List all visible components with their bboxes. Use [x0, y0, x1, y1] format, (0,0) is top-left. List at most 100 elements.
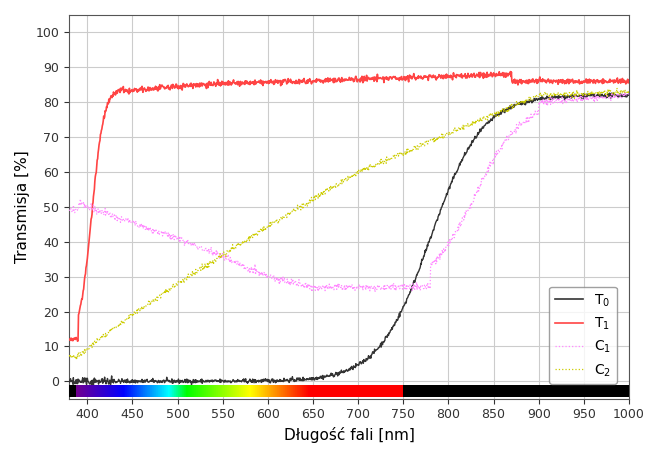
Bar: [239, 385, 240, 397]
Bar: [267, 385, 268, 397]
Bar: [396, 385, 397, 397]
Bar: [209, 385, 210, 397]
Bar: [215, 385, 216, 397]
Bar: [83, 385, 84, 397]
Bar: [393, 385, 394, 397]
Bar: [279, 385, 280, 397]
Bar: [327, 385, 328, 397]
Bar: [329, 385, 331, 397]
Bar: [144, 385, 145, 397]
Bar: [216, 385, 217, 397]
Bar: [192, 385, 193, 397]
Bar: [353, 385, 354, 397]
Bar: [374, 385, 375, 397]
Bar: [385, 385, 386, 397]
Bar: [241, 385, 242, 397]
Bar: [283, 385, 284, 397]
Bar: [237, 385, 238, 397]
Bar: [85, 385, 86, 397]
Bar: [307, 385, 308, 397]
Bar: [354, 385, 355, 397]
Bar: [101, 385, 102, 397]
Bar: [184, 385, 185, 397]
Bar: [289, 385, 290, 397]
Bar: [173, 385, 174, 397]
Bar: [373, 385, 374, 397]
Bar: [224, 385, 225, 397]
Bar: [319, 385, 320, 397]
Bar: [189, 385, 190, 397]
Bar: [185, 385, 186, 397]
Bar: [217, 385, 218, 397]
Bar: [155, 385, 156, 397]
Bar: [219, 385, 220, 397]
Bar: [259, 385, 260, 397]
Bar: [302, 385, 303, 397]
Bar: [255, 385, 256, 397]
Bar: [81, 385, 82, 397]
Bar: [74, 385, 75, 397]
Bar: [147, 385, 148, 397]
Bar: [124, 385, 125, 397]
Bar: [105, 385, 106, 397]
Bar: [328, 385, 329, 397]
Bar: [331, 385, 332, 397]
Bar: [142, 385, 143, 397]
Bar: [359, 385, 360, 397]
Bar: [202, 385, 203, 397]
Bar: [296, 385, 297, 397]
Bar: [360, 385, 361, 397]
Bar: [165, 385, 166, 397]
Bar: [186, 385, 187, 397]
Bar: [108, 385, 109, 397]
Bar: [206, 385, 207, 397]
Bar: [380, 385, 381, 397]
Bar: [136, 385, 137, 397]
Bar: [350, 385, 351, 397]
Bar: [139, 385, 140, 397]
Bar: [143, 385, 144, 397]
Bar: [182, 385, 183, 397]
Bar: [210, 385, 211, 397]
Bar: [372, 385, 374, 397]
Bar: [100, 385, 101, 397]
Bar: [221, 385, 222, 397]
X-axis label: Długość fali [nm]: Długość fali [nm]: [284, 427, 414, 443]
Bar: [309, 385, 310, 397]
Bar: [316, 385, 317, 397]
Bar: [294, 385, 295, 397]
Bar: [109, 385, 110, 397]
Bar: [133, 385, 134, 397]
Bar: [272, 385, 273, 397]
Bar: [163, 385, 164, 397]
Bar: [263, 385, 264, 397]
Bar: [323, 385, 324, 397]
Bar: [103, 385, 104, 397]
Bar: [233, 385, 234, 397]
Bar: [128, 385, 129, 397]
Bar: [95, 385, 96, 397]
Bar: [135, 385, 136, 397]
Bar: [349, 385, 350, 397]
Bar: [313, 385, 314, 397]
Bar: [129, 385, 130, 397]
Bar: [274, 385, 275, 397]
Bar: [72, 385, 73, 397]
Legend: T$_0$, T$_1$, C$_1$, C$_2$: T$_0$, T$_1$, C$_1$, C$_2$: [549, 287, 616, 384]
Bar: [149, 385, 150, 397]
Bar: [271, 385, 272, 397]
Bar: [161, 385, 162, 397]
Bar: [326, 385, 327, 397]
Bar: [158, 385, 159, 397]
Bar: [118, 385, 119, 397]
Bar: [280, 385, 281, 397]
Bar: [174, 385, 175, 397]
Bar: [199, 385, 200, 397]
Bar: [285, 385, 286, 397]
Bar: [131, 385, 132, 397]
Bar: [89, 385, 90, 397]
Bar: [342, 385, 343, 397]
Bar: [236, 385, 238, 397]
Bar: [198, 385, 199, 397]
Bar: [73, 385, 74, 397]
